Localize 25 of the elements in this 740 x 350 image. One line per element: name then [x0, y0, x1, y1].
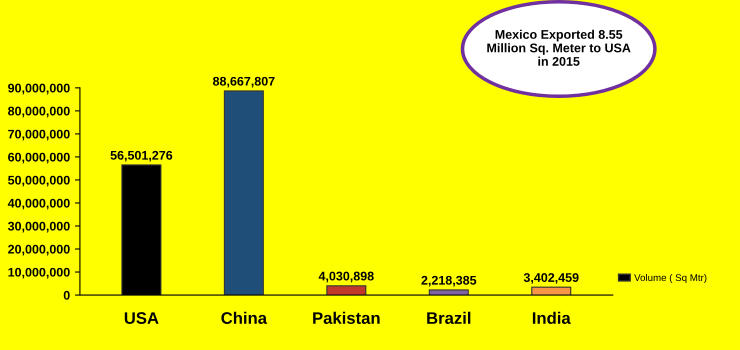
data-label: 3,402,459: [524, 273, 579, 284]
x-tick-label: USA: [124, 312, 159, 324]
data-label: 56,501,276: [110, 150, 172, 162]
bar: [326, 285, 366, 296]
y-tick-label: 70,000,000: [8, 130, 70, 140]
y-tick-label: 60,000,000: [8, 152, 70, 164]
x-tick-label: China: [221, 312, 268, 324]
text: Mexico Exported 8.55 Million Sq. Meter to USA in 2015: [487, 30, 631, 66]
y-tick-label: 40,000,000: [8, 198, 70, 210]
y-tick-label: 0: [64, 290, 70, 300]
y-tick-label: 50,000,000: [8, 176, 70, 186]
bar: [224, 90, 264, 296]
x-tick-label: Pakistan: [313, 312, 380, 324]
bar: [531, 286, 572, 296]
legend-label: Volume ( Sq Mtr): [634, 274, 706, 284]
x-tick-label: India: [532, 312, 571, 324]
y-tick-label: 80,000,000: [8, 106, 70, 118]
data-label: 2,218,385: [421, 276, 476, 287]
y-tick-label: 30,000,000: [8, 222, 70, 232]
data-label: 4,030,898: [318, 272, 374, 282]
y-tick-label: 10,000,000: [8, 268, 70, 278]
y-tick-label: 20,000,000: [8, 244, 70, 256]
y-tick-label: 90,000,000: [8, 84, 70, 94]
data-label: 88,667,807: [212, 76, 275, 88]
x-tick-label: Brazil: [427, 312, 470, 324]
